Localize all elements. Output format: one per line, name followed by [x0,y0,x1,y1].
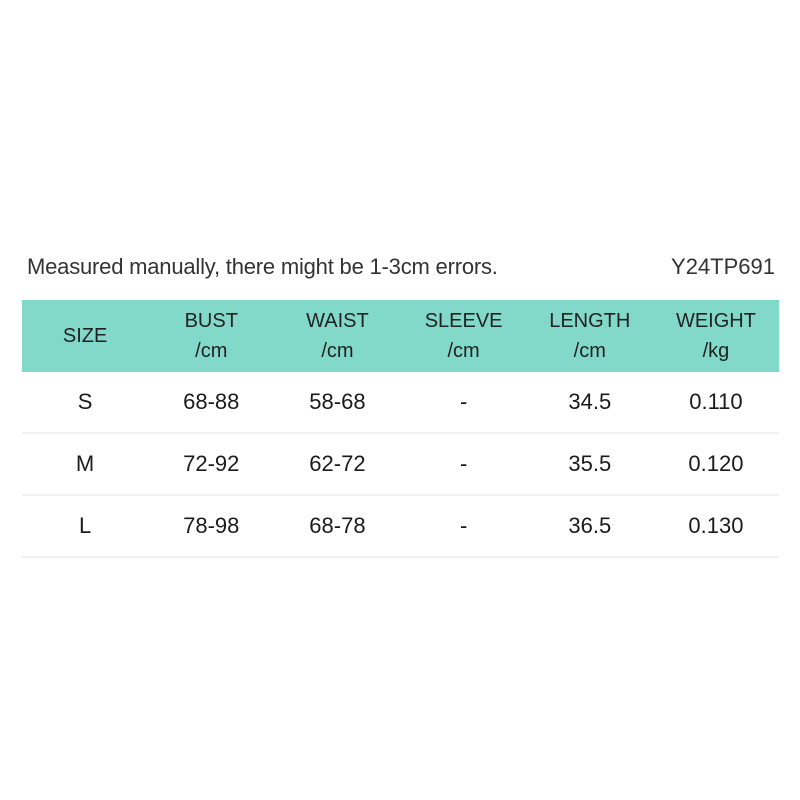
table-row-size-m: M 72-92 62-72 - 35.5 0.120 [22,434,779,496]
column-label: BUST [184,310,238,332]
column-label: SIZE [62,325,108,347]
column-label: WAIST [306,310,369,332]
cell-size: S [77,389,93,414]
column-header-length: LENGTH /cm [527,300,653,372]
table-row-size-s: S 68-88 58-68 - 34.5 0.110 [22,372,779,434]
column-unit: /cm [447,340,480,362]
cell-sleeve: - [459,513,468,538]
column-unit: /cm [195,340,228,362]
table-row-size-l: L 78-98 68-78 - 36.5 0.130 [22,496,779,558]
product-code: Y24TP691 [671,254,775,279]
column-header-sleeve: SLEEVE /cm [401,300,527,372]
cell-length: 34.5 [568,389,612,414]
cell-weight: 0.130 [688,513,744,538]
column-header-bust: BUST /cm [148,300,274,372]
cell-waist: 58-68 [309,389,366,414]
column-label: SLEEVE [424,310,503,332]
cell-length: 36.5 [568,513,612,538]
measurement-note: Measured manually, there might be 1-3cm … [27,254,498,279]
column-label: LENGTH [549,310,631,332]
size-chart-table: SIZE BUST /cm WAIST /cm SLEEVE /cm LENGT… [22,300,779,558]
cell-bust: 72-92 [183,451,240,476]
column-label: WEIGHT [675,310,756,332]
cell-weight: 0.110 [689,389,743,414]
column-header-weight: WEIGHT /kg [653,300,779,372]
meta-row: Measured manually, there might be 1-3cm … [27,254,775,280]
cell-weight: 0.120 [688,451,744,476]
cell-length: 35.5 [568,451,612,476]
cell-waist: 62-72 [309,451,366,476]
cell-bust: 68-88 [183,389,240,414]
cell-bust: 78-98 [183,513,240,538]
cell-waist: 68-78 [309,513,366,538]
column-unit: /kg [702,340,730,362]
cell-size: M [75,451,95,476]
cell-sleeve: - [459,389,468,414]
cell-size: L [78,513,92,538]
column-unit: /cm [321,340,354,362]
column-header-waist: WAIST /cm [274,300,400,372]
cell-sleeve: - [459,451,468,476]
column-unit: /cm [573,340,606,362]
size-chart-header-row: SIZE BUST /cm WAIST /cm SLEEVE /cm LENGT… [22,300,779,372]
column-header-size: SIZE [22,300,148,372]
